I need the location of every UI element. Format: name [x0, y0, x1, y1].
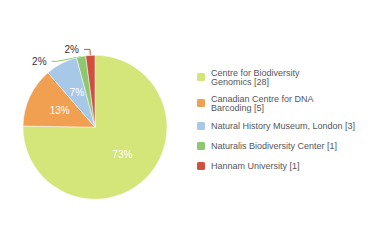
svg-text:Natural History Museum, London: Natural History Museum, London [3] [211, 121, 355, 131]
svg-text:Genomics [28]: Genomics [28] [211, 77, 269, 87]
svg-text:Hannam University [1]: Hannam University [1] [211, 161, 300, 171]
svg-text:Barcoding [5]: Barcoding [5] [211, 103, 264, 113]
svg-text:2%: 2% [64, 44, 79, 55]
svg-text:7%: 7% [70, 87, 85, 98]
svg-text:73%: 73% [112, 149, 132, 160]
svg-text:Naturalis Biodiversity Center: Naturalis Biodiversity Center [1] [211, 141, 337, 151]
svg-text:Canadian Centre for DNA: Canadian Centre for DNA [211, 93, 314, 104]
svg-text:13%: 13% [50, 105, 70, 116]
svg-text:2%: 2% [32, 56, 47, 67]
svg-text:Centre for Biodiversity: Centre for Biodiversity [211, 67, 300, 78]
